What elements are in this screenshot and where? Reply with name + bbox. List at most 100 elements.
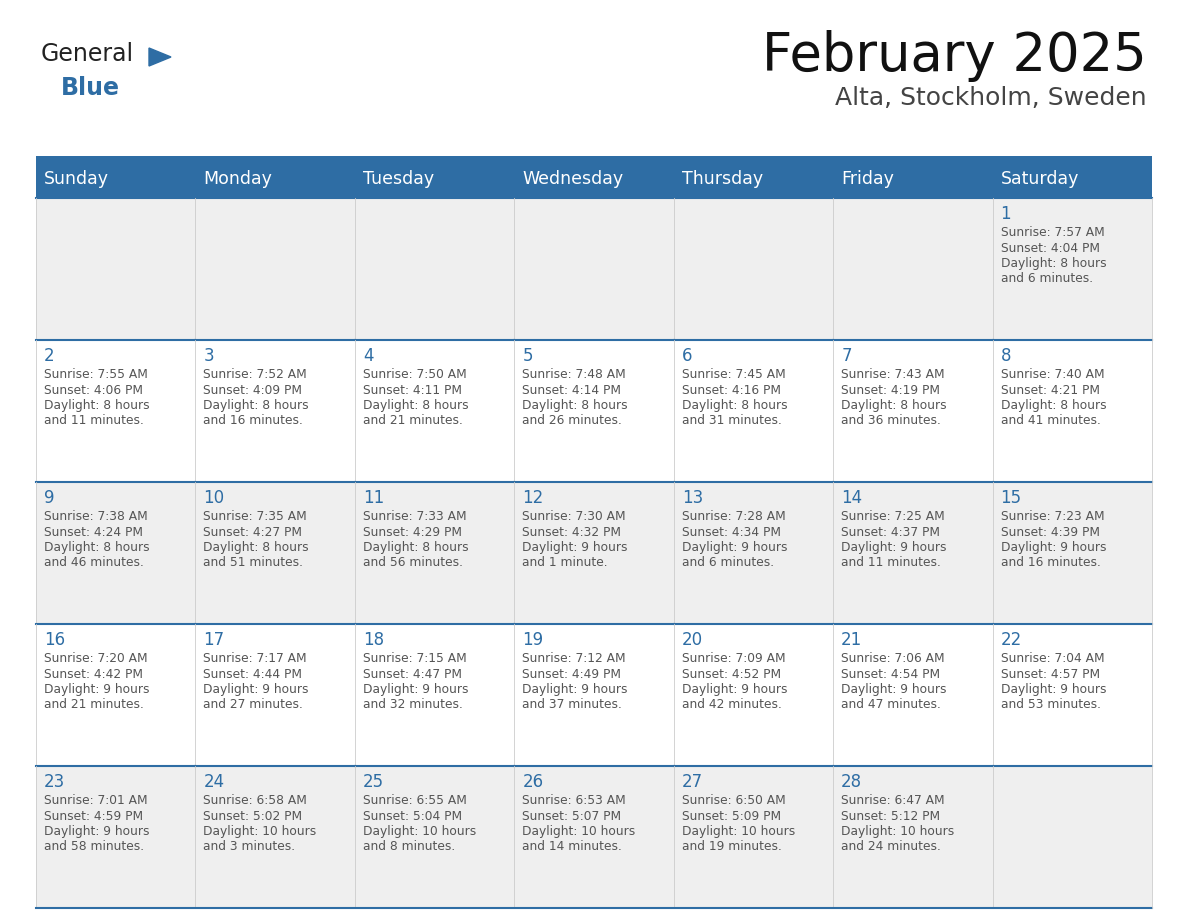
Text: Daylight: 8 hours: Daylight: 8 hours [841,399,947,412]
Text: Sunset: 5:07 PM: Sunset: 5:07 PM [523,810,621,823]
Text: Daylight: 8 hours: Daylight: 8 hours [1000,399,1106,412]
Text: Sunrise: 6:55 AM: Sunrise: 6:55 AM [362,794,467,807]
Text: Sunrise: 6:47 AM: Sunrise: 6:47 AM [841,794,944,807]
Text: Daylight: 10 hours: Daylight: 10 hours [523,825,636,838]
Bar [833,766,992,908]
Text: Daylight: 10 hours: Daylight: 10 hours [841,825,954,838]
Text: Sunset: 4:49 PM: Sunset: 4:49 PM [523,667,621,680]
Text: 18: 18 [362,631,384,649]
Bar [196,198,355,340]
Bar [36,198,196,340]
Text: Sunset: 4:59 PM: Sunset: 4:59 PM [44,810,143,823]
Text: Sunset: 4:06 PM: Sunset: 4:06 PM [44,384,143,397]
Bar [833,482,992,624]
Bar [355,766,514,908]
Text: Sunset: 4:04 PM: Sunset: 4:04 PM [1000,241,1100,254]
Text: Daylight: 9 hours: Daylight: 9 hours [523,683,627,696]
Text: Daylight: 8 hours: Daylight: 8 hours [203,541,309,554]
Text: Daylight: 9 hours: Daylight: 9 hours [44,825,150,838]
Text: and 8 minutes.: and 8 minutes. [362,841,455,854]
Text: 20: 20 [682,631,703,649]
Bar [992,198,1152,340]
Text: Daylight: 10 hours: Daylight: 10 hours [362,825,476,838]
Bar [355,198,514,340]
Text: Daylight: 8 hours: Daylight: 8 hours [523,399,628,412]
Text: Daylight: 8 hours: Daylight: 8 hours [203,399,309,412]
Text: and 47 minutes.: and 47 minutes. [841,699,941,711]
Text: Sunset: 4:27 PM: Sunset: 4:27 PM [203,525,303,539]
Bar [992,340,1152,482]
Text: and 1 minute.: and 1 minute. [523,556,608,569]
Text: and 46 minutes.: and 46 minutes. [44,556,144,569]
Text: 3: 3 [203,347,214,365]
Text: 8: 8 [1000,347,1011,365]
Bar [674,198,833,340]
Text: Sunrise: 7:38 AM: Sunrise: 7:38 AM [44,510,147,523]
Text: 28: 28 [841,773,862,791]
Text: Daylight: 8 hours: Daylight: 8 hours [44,541,150,554]
Text: Sunset: 5:12 PM: Sunset: 5:12 PM [841,810,940,823]
Text: 15: 15 [1000,489,1022,507]
Text: February 2025: February 2025 [763,30,1146,82]
Bar [196,766,355,908]
Text: Daylight: 9 hours: Daylight: 9 hours [523,541,627,554]
Text: 27: 27 [682,773,703,791]
Text: and 51 minutes.: and 51 minutes. [203,556,303,569]
Text: Sunrise: 6:58 AM: Sunrise: 6:58 AM [203,794,308,807]
Text: Blue: Blue [61,76,120,100]
Text: Sunset: 4:57 PM: Sunset: 4:57 PM [1000,667,1100,680]
Text: 6: 6 [682,347,693,365]
Bar [355,624,514,766]
Text: 26: 26 [523,773,543,791]
Text: Sunrise: 7:48 AM: Sunrise: 7:48 AM [523,368,626,381]
Text: Sunrise: 7:23 AM: Sunrise: 7:23 AM [1000,510,1104,523]
Bar [992,624,1152,766]
Text: and 14 minutes.: and 14 minutes. [523,841,623,854]
Text: Sunrise: 7:30 AM: Sunrise: 7:30 AM [523,510,626,523]
Text: 9: 9 [44,489,55,507]
Text: and 3 minutes.: and 3 minutes. [203,841,296,854]
Text: 25: 25 [362,773,384,791]
Bar [674,766,833,908]
Text: Sunset: 4:24 PM: Sunset: 4:24 PM [44,525,143,539]
Bar [36,340,196,482]
Text: Alta, Stockholm, Sweden: Alta, Stockholm, Sweden [835,86,1146,110]
Bar [514,340,674,482]
Text: Saturday: Saturday [1000,170,1079,188]
Text: Sunrise: 7:17 AM: Sunrise: 7:17 AM [203,652,307,665]
Text: Friday: Friday [841,170,895,188]
Text: Sunrise: 7:15 AM: Sunrise: 7:15 AM [362,652,467,665]
Text: 22: 22 [1000,631,1022,649]
Text: Daylight: 10 hours: Daylight: 10 hours [682,825,795,838]
Bar [514,482,674,624]
Bar [36,156,1152,160]
Bar [992,766,1152,908]
Bar [36,160,1152,198]
Bar [196,482,355,624]
Bar [833,340,992,482]
Text: Daylight: 8 hours: Daylight: 8 hours [362,541,468,554]
Bar [355,340,514,482]
Text: Sunset: 4:32 PM: Sunset: 4:32 PM [523,525,621,539]
Text: Sunrise: 7:55 AM: Sunrise: 7:55 AM [44,368,147,381]
Text: 23: 23 [44,773,65,791]
Text: Sunset: 4:34 PM: Sunset: 4:34 PM [682,525,781,539]
Text: Wednesday: Wednesday [523,170,624,188]
Text: 14: 14 [841,489,862,507]
Text: and 16 minutes.: and 16 minutes. [203,415,303,428]
Text: and 16 minutes.: and 16 minutes. [1000,556,1100,569]
Text: Daylight: 9 hours: Daylight: 9 hours [682,541,788,554]
Bar [355,482,514,624]
Text: Sunday: Sunday [44,170,109,188]
Text: Sunset: 5:02 PM: Sunset: 5:02 PM [203,810,303,823]
Text: Sunset: 4:39 PM: Sunset: 4:39 PM [1000,525,1100,539]
Text: Sunrise: 7:28 AM: Sunrise: 7:28 AM [682,510,785,523]
Text: and 41 minutes.: and 41 minutes. [1000,415,1100,428]
Text: and 58 minutes.: and 58 minutes. [44,841,144,854]
Text: Sunset: 4:47 PM: Sunset: 4:47 PM [362,667,462,680]
Text: Sunrise: 7:06 AM: Sunrise: 7:06 AM [841,652,944,665]
Text: 13: 13 [682,489,703,507]
Text: Daylight: 9 hours: Daylight: 9 hours [682,683,788,696]
Text: Daylight: 8 hours: Daylight: 8 hours [44,399,150,412]
Bar [196,340,355,482]
